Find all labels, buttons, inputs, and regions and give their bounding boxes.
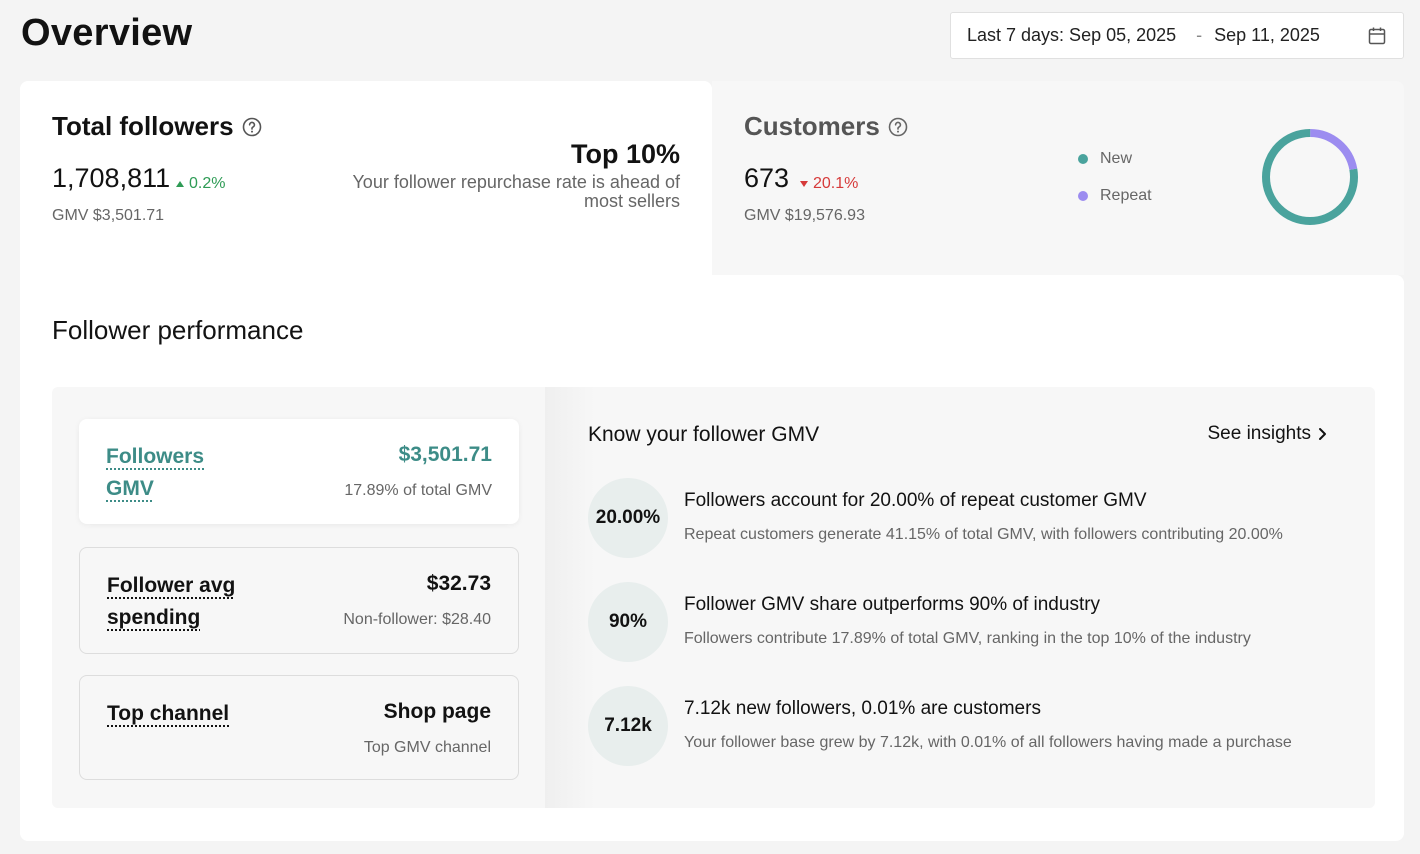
metric-value: $32.73	[426, 572, 491, 595]
legend-dot-repeat	[1078, 191, 1088, 201]
chevron-right-icon	[1319, 428, 1326, 440]
customers-gmv: GMV $19,576.93	[744, 207, 865, 224]
legend-dot-new	[1078, 154, 1088, 164]
follower-performance-title: Follower performance	[52, 315, 304, 345]
help-icon[interactable]	[242, 117, 262, 137]
top-percentile-title: Top 10%	[570, 139, 680, 169]
metric-followers-gmv[interactable]: Followers GMV $3,501.71 17.89% of total …	[79, 419, 519, 524]
insight-item: 90% Follower GMV share outperforms 90% o…	[588, 582, 1348, 662]
insight-badge: 90%	[588, 582, 668, 662]
customers-label: Customers	[744, 111, 880, 141]
metric-follower-avg-spending[interactable]: Follower avg spending $32.73 Non-followe…	[79, 547, 519, 654]
insight-badge: 20.00%	[588, 478, 668, 558]
metric-top-channel[interactable]: Top channel Shop page Top GMV channel	[79, 675, 519, 780]
insight-text: Repeat customers generate 41.15% of tota…	[684, 526, 1283, 543]
followers-delta-value: 0.2%	[189, 175, 226, 192]
calendar-icon[interactable]	[1367, 26, 1387, 46]
customers-delta: 20.1%	[800, 175, 858, 193]
date-range-start: Last 7 days: Sep 05, 2025	[967, 25, 1177, 45]
insight-text: Your follower base grew by 7.12k, with 0…	[684, 734, 1292, 751]
total-followers-value: 1,708,811	[52, 163, 171, 193]
insights-title: Know your follower GMV	[588, 423, 820, 446]
metric-sub: 17.89% of total GMV	[344, 482, 492, 499]
arrow-down-icon	[800, 181, 808, 187]
see-insights-link[interactable]: See insights	[1207, 423, 1327, 445]
metric-sub: Top GMV channel	[363, 739, 491, 756]
customers-legend: New Repeat	[1078, 149, 1152, 223]
total-followers-title: Total followers	[52, 111, 262, 142]
insight-heading: Followers account for 20.00% of repeat c…	[684, 490, 1147, 511]
follower-performance-section: Follower performance Followers GMV $3,50…	[20, 275, 1404, 841]
metric-label[interactable]: Top channel	[107, 702, 230, 725]
top-percentile-badge: Top 10% Your follower repurchase rate is…	[340, 139, 680, 211]
total-followers-label: Total followers	[52, 111, 234, 141]
follower-gmv-insights: Know your follower GMV See insights 20.0…	[545, 387, 1375, 808]
insight-item: 20.00% Followers account for 20.00% of r…	[588, 478, 1348, 558]
insight-badge: 7.12k	[588, 686, 668, 766]
arrow-up-icon	[176, 181, 184, 187]
see-insights-label: See insights	[1207, 423, 1311, 444]
date-range-end: Sep 11, 2025	[1214, 25, 1320, 45]
donut-segment-new	[1262, 129, 1358, 225]
metric-label[interactable]: Followers GMV	[106, 445, 205, 500]
legend-label-repeat: Repeat	[1100, 187, 1152, 204]
help-icon[interactable]	[888, 117, 908, 137]
date-range-picker[interactable]: Last 7 days: Sep 05, 2025 - Sep 11, 2025	[950, 12, 1404, 59]
legend-label-new: New	[1100, 150, 1133, 167]
customers-card[interactable]: Customers 673 20.1% GMV $19,576.93 New R…	[712, 81, 1404, 275]
followers-gmv: GMV $3,501.71	[52, 207, 165, 224]
legend-item-repeat: Repeat	[1078, 186, 1152, 206]
total-followers-card[interactable]: Total followers 1,708,811 0.2% GMV $3,50…	[20, 81, 712, 281]
top-percentile-text: Your follower repurchase rate is ahead o…	[352, 172, 680, 211]
insight-heading: 7.12k new followers, 0.01% are customers	[684, 698, 1041, 719]
insight-item: 7.12k 7.12k new followers, 0.01% are cus…	[588, 686, 1348, 766]
metric-value: $3,501.71	[398, 443, 492, 466]
customers-title: Customers	[744, 111, 908, 142]
customers-value: 673	[744, 163, 790, 193]
metric-label[interactable]: Follower avg spending	[107, 574, 236, 629]
insight-heading: Follower GMV share outperforms 90% of in…	[684, 594, 1101, 615]
insight-text: Followers contribute 17.89% of total GMV…	[684, 630, 1251, 647]
customers-delta-value: 20.1%	[813, 175, 859, 192]
customers-donut-chart[interactable]	[1260, 127, 1360, 227]
follower-performance-panel: Followers GMV $3,501.71 17.89% of total …	[52, 387, 1375, 808]
followers-delta: 0.2%	[176, 175, 225, 193]
metric-value: Shop page	[383, 700, 491, 723]
legend-item-new: New	[1078, 149, 1152, 169]
date-range-separator: -	[1196, 25, 1203, 45]
metric-sub: Non-follower: $28.40	[343, 611, 491, 628]
page-title: Overview	[21, 12, 193, 54]
